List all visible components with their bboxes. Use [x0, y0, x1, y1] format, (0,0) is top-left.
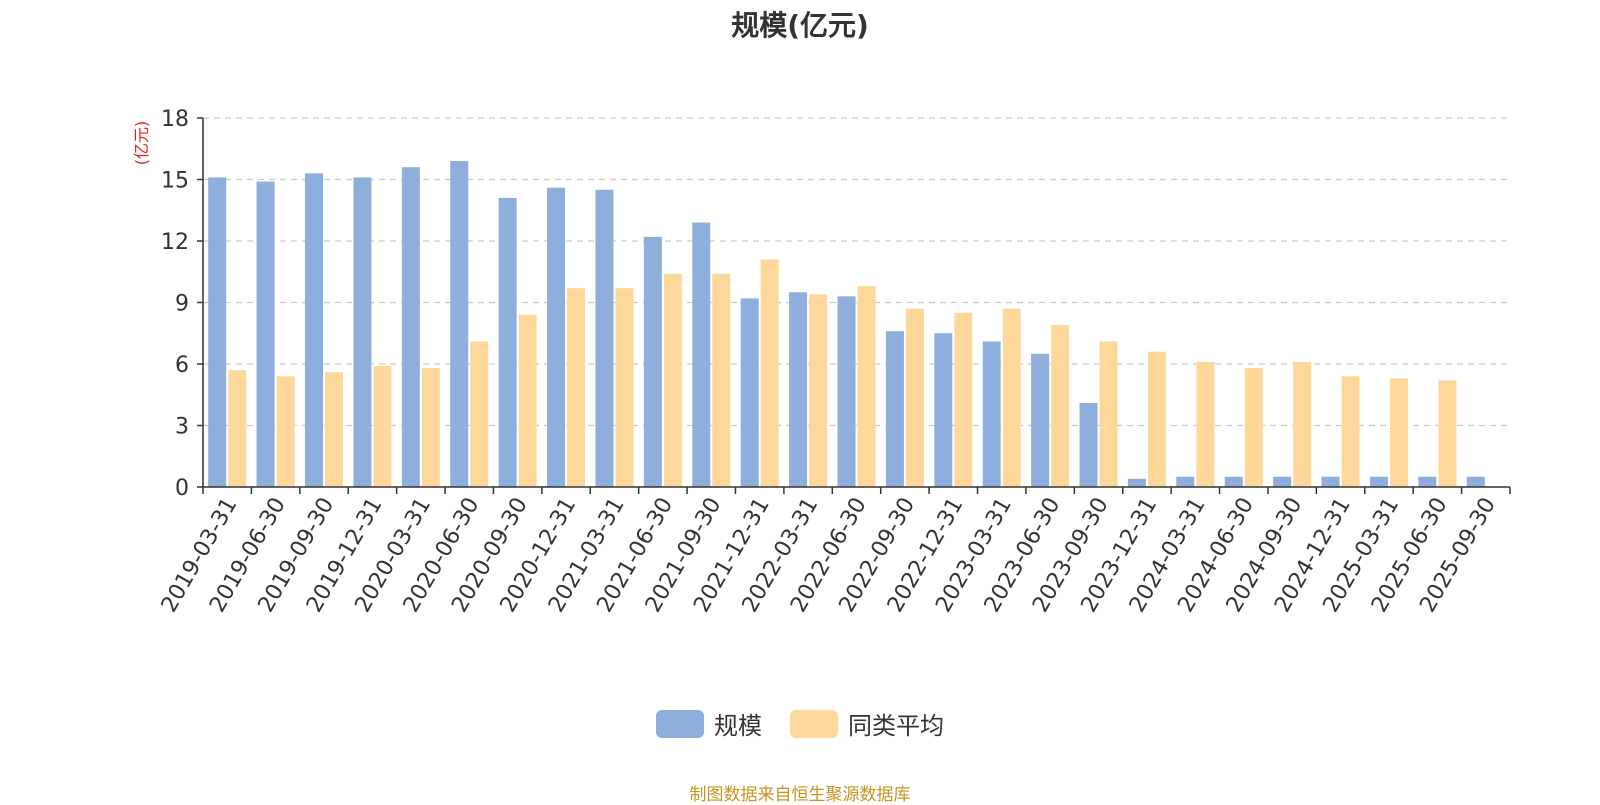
data-source-note: 制图数据来自恒生聚源数据库 [689, 785, 911, 805]
y-tick-label: 12 [161, 230, 189, 255]
bar-scale [1369, 476, 1388, 487]
bar-scale [1466, 476, 1485, 487]
bar-peer-average [1244, 368, 1263, 487]
legend-swatch [790, 709, 838, 738]
bar-scale [498, 197, 517, 487]
bar-scale [643, 236, 662, 487]
bar-peer-average [1293, 361, 1312, 487]
bar-peer-average [663, 273, 682, 487]
bar-group [208, 161, 1485, 488]
bar-chart: 03691215182019-03-312019-06-302019-09-30… [132, 107, 1511, 617]
bar-peer-average [1002, 308, 1021, 487]
bar-peer-average [518, 314, 537, 487]
bar-scale [353, 177, 372, 487]
bar-scale [1127, 478, 1146, 487]
bar-peer-average [809, 294, 828, 487]
bar-peer-average [1389, 378, 1408, 487]
bar-scale [595, 189, 614, 487]
bar-scale [934, 333, 953, 487]
bar-scale [305, 173, 324, 487]
chart-title: 规模(亿元) [731, 9, 869, 42]
bar-scale [450, 161, 469, 488]
bar-scale [789, 292, 808, 487]
bar-peer-average [615, 288, 634, 487]
bar-peer-average [1341, 376, 1360, 487]
bar-scale [1031, 353, 1050, 487]
bar-peer-average [712, 273, 731, 487]
y-tick-label: 9 [175, 292, 189, 317]
y-axis-label: (亿元) [132, 121, 151, 166]
bar-peer-average [470, 341, 489, 487]
bar-peer-average [276, 376, 295, 487]
bar-scale [1176, 476, 1195, 487]
bar-scale [1321, 476, 1340, 487]
legend-item[interactable]: 同类平均 [790, 706, 944, 741]
bar-scale [1079, 402, 1098, 487]
y-tick-label: 15 [161, 169, 189, 194]
bar-scale [1273, 476, 1292, 487]
y-tick-label: 3 [175, 415, 189, 440]
bar-peer-average [421, 368, 440, 487]
bar-peer-average [1438, 380, 1457, 487]
legend-item[interactable]: 规模 [656, 706, 762, 741]
bar-peer-average [760, 259, 779, 487]
bar-scale [256, 181, 275, 488]
bar-peer-average [567, 288, 586, 487]
bar-scale [1418, 476, 1437, 487]
bar-scale [208, 177, 227, 487]
legend-swatch [656, 709, 704, 738]
bar-peer-average [1051, 325, 1070, 487]
bar-scale [692, 222, 711, 488]
bar-scale [982, 341, 1001, 487]
legend: 规模 同类平均 [0, 706, 1600, 741]
bar-peer-average [1099, 341, 1118, 487]
bar-peer-average [954, 312, 973, 487]
bar-peer-average [373, 366, 392, 487]
bar-scale [885, 331, 904, 487]
bar-peer-average [228, 370, 247, 487]
bar-peer-average [325, 372, 344, 487]
y-tick-label: 0 [175, 476, 189, 501]
bar-scale [547, 187, 566, 487]
bar-peer-average [1147, 351, 1166, 487]
bar-scale [837, 296, 856, 487]
bar-peer-average [857, 286, 876, 487]
grid-lines [203, 117, 1510, 427]
y-tick-label: 18 [161, 107, 189, 132]
legend-label: 规模 [714, 712, 762, 740]
bar-scale [740, 298, 759, 487]
bar-peer-average [905, 308, 924, 487]
y-tick-label: 6 [175, 353, 189, 378]
bar-scale [401, 167, 420, 487]
legend-label: 同类平均 [848, 712, 944, 740]
bar-scale [1224, 476, 1243, 487]
bar-peer-average [1196, 361, 1215, 487]
